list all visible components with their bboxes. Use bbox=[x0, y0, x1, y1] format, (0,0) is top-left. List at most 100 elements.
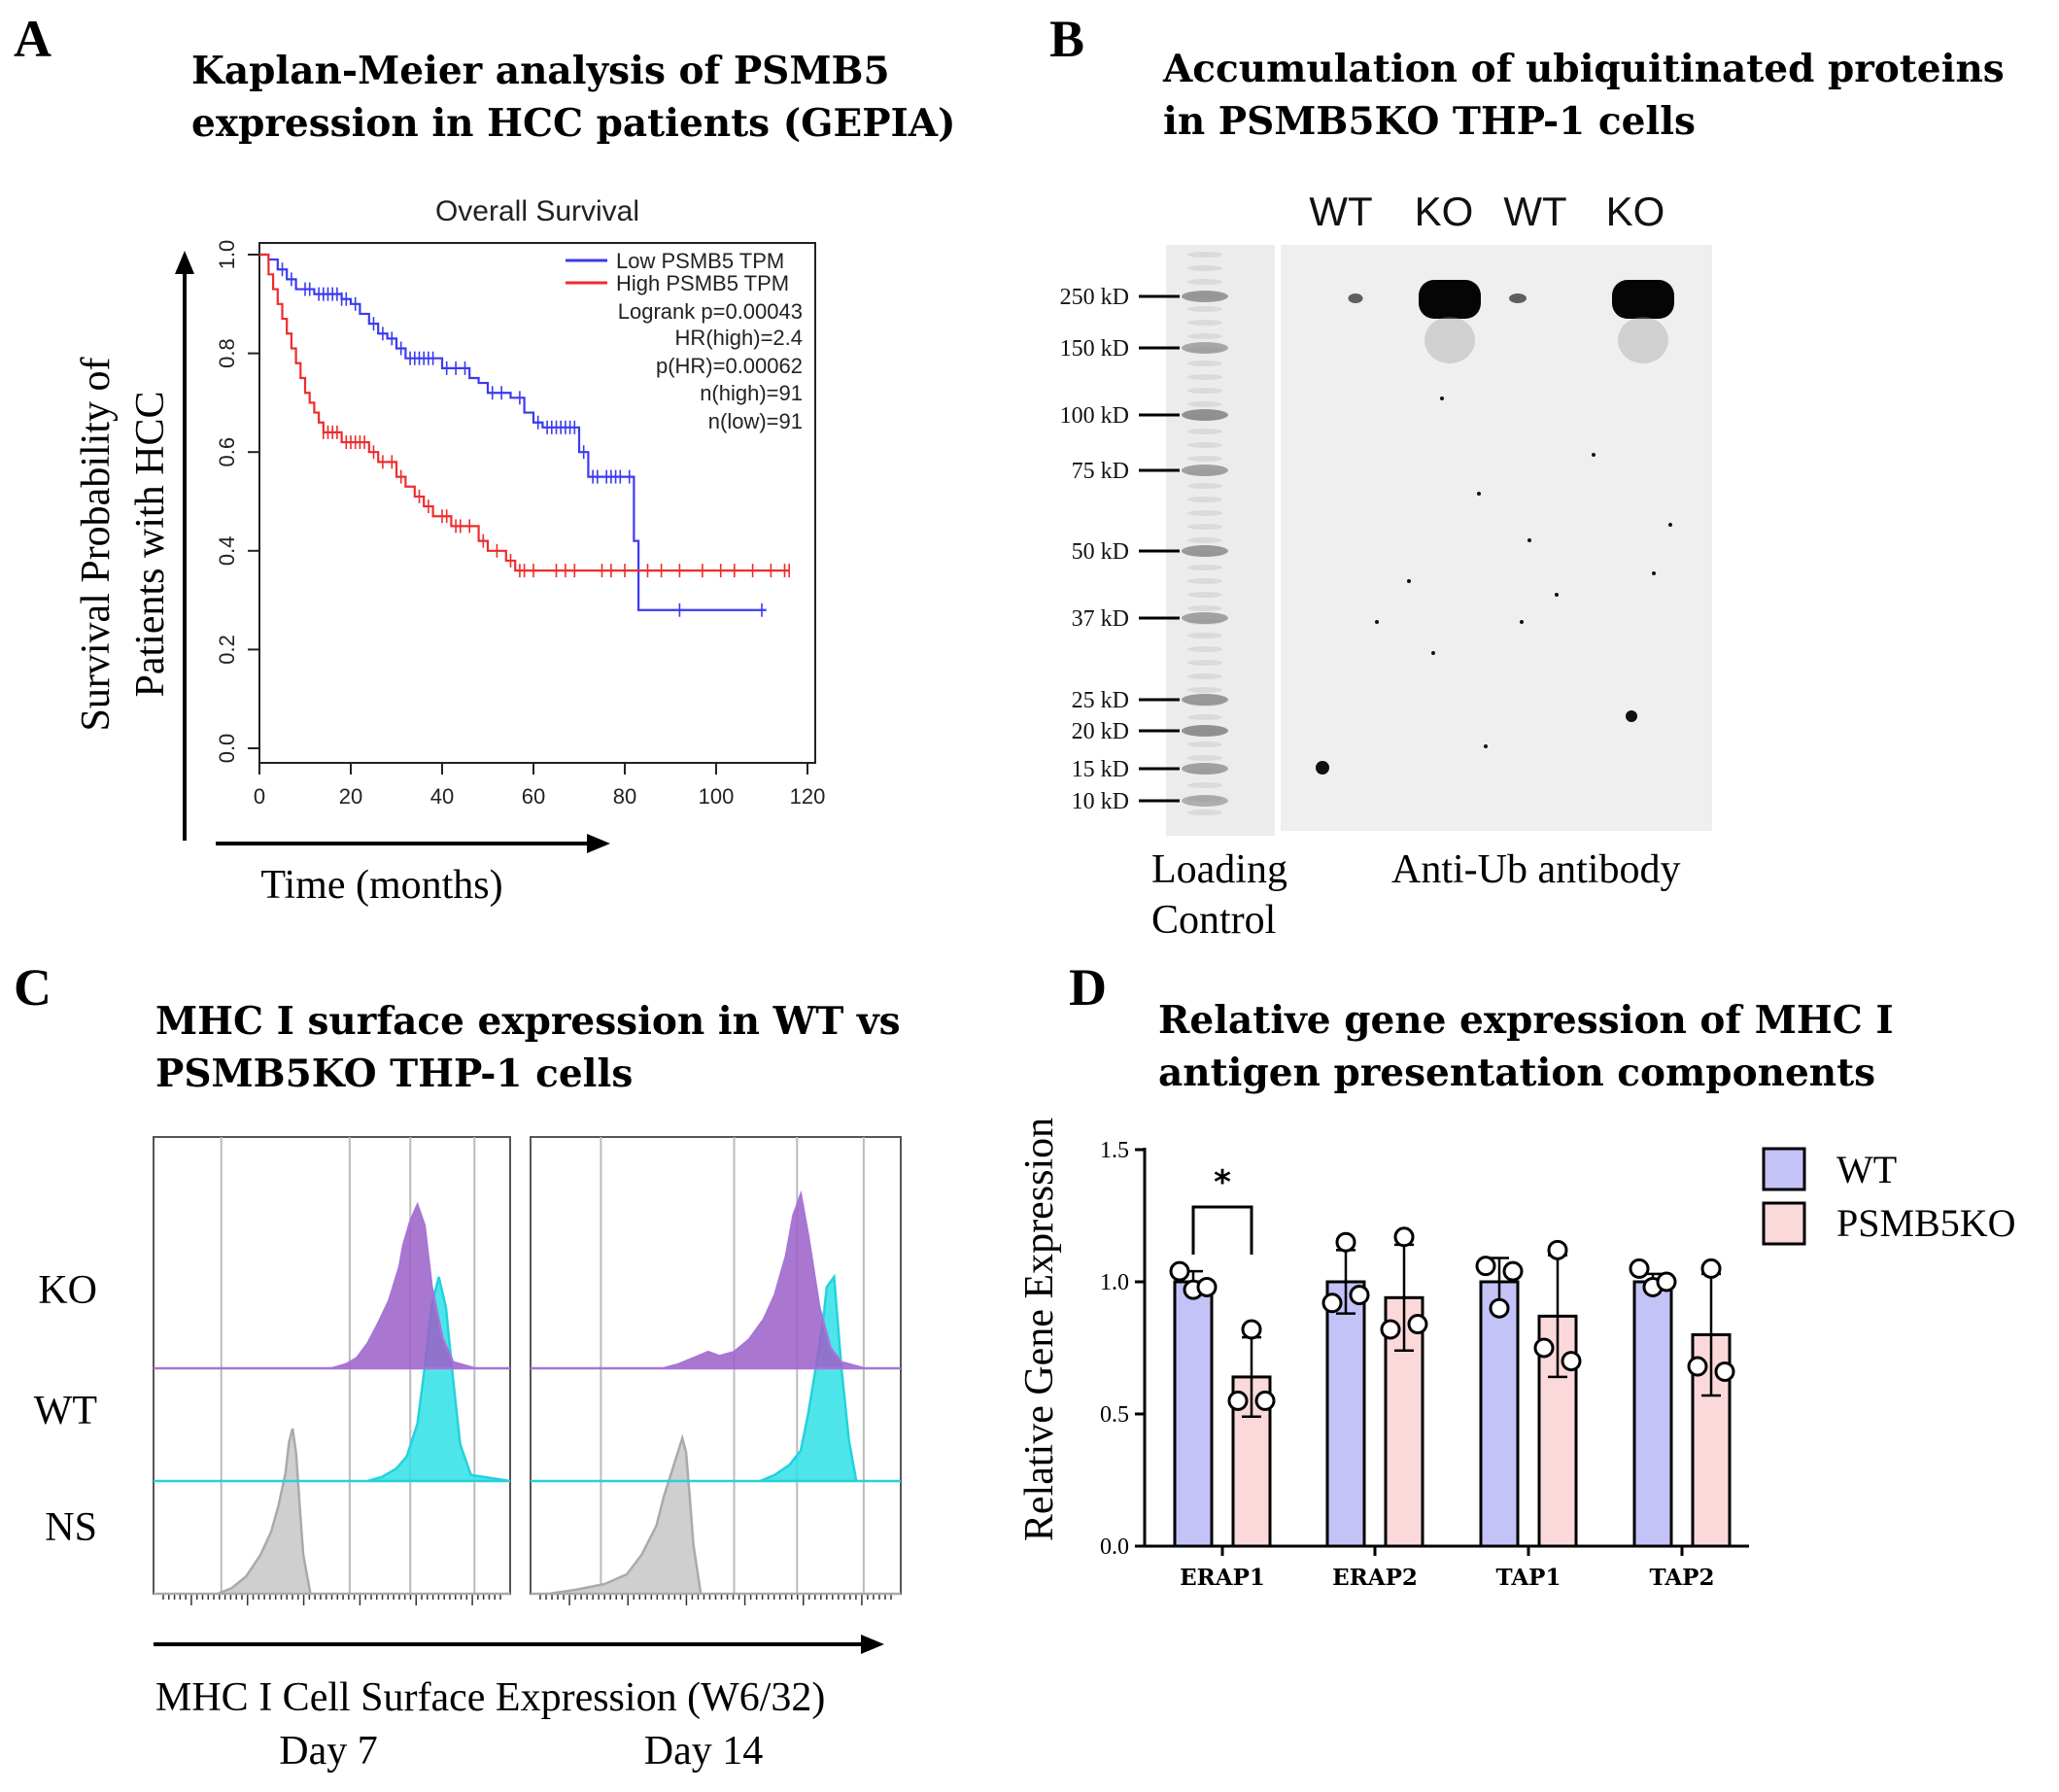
panel-b-title-line2: in PSMB5KO THP-1 cells bbox=[1163, 99, 1696, 144]
ladder-smear bbox=[1187, 633, 1222, 638]
lane-label-ko-1: KO bbox=[1415, 189, 1474, 234]
flow-histogram-ko bbox=[154, 1201, 510, 1370]
ladder-band bbox=[1182, 795, 1228, 807]
km-stat-logrank: Logrank p=0.00043 bbox=[618, 299, 803, 324]
legend-ko-label: PSMB5KO bbox=[1836, 1201, 2016, 1245]
ub-trace-wt bbox=[1509, 293, 1527, 303]
ladder-smear bbox=[1187, 469, 1222, 475]
km-stat-phr: p(HR)=0.00062 bbox=[656, 354, 803, 378]
marker-label: 10 kD bbox=[1072, 789, 1129, 814]
marker-label: 75 kD bbox=[1072, 459, 1129, 484]
replicate-point bbox=[1475, 1256, 1496, 1277]
panel-d: D Relative gene expression of MHC I anti… bbox=[1017, 958, 2016, 1591]
bar-bars bbox=[1173, 1243, 1732, 1548]
blot-speck bbox=[1375, 620, 1379, 624]
replicate-point bbox=[1380, 1319, 1401, 1340]
bar-category-label: ERAP2 bbox=[1332, 1565, 1418, 1591]
blot-speck bbox=[1431, 651, 1435, 655]
bar-y-tick-label: 1.0 bbox=[1100, 1270, 1129, 1295]
km-y-tick-label: 0.6 bbox=[215, 437, 239, 467]
lane-label-wt-2: WT bbox=[1503, 189, 1566, 234]
loading-control-label-line2: Control bbox=[1151, 898, 1276, 943]
ladder-smear bbox=[1187, 333, 1222, 339]
ladder-smear bbox=[1187, 796, 1222, 802]
anti-ub-blot bbox=[1281, 245, 1712, 831]
ladder-smear bbox=[1187, 320, 1222, 326]
legend-ko-swatch bbox=[1762, 1201, 1806, 1246]
km-y-tick-label: 0.2 bbox=[215, 635, 239, 665]
ladder-smear bbox=[1187, 265, 1222, 271]
significance-star: * bbox=[1214, 1163, 1231, 1202]
bar-points bbox=[1169, 1226, 1735, 1411]
flow-xlabel: MHC I Cell Surface Expression (W6/32) bbox=[155, 1675, 825, 1720]
blot-speck bbox=[1555, 593, 1559, 597]
replicate-point bbox=[1241, 1319, 1262, 1340]
ladder-smear bbox=[1187, 293, 1222, 298]
replicate-point bbox=[1547, 1239, 1568, 1260]
ladder-smear bbox=[1187, 442, 1222, 448]
panel-b-title-line1: Accumulation of ubiquitinated proteins bbox=[1162, 47, 2005, 91]
ladder-smear bbox=[1187, 782, 1222, 788]
panel-a: A Kaplan-Meier analysis of PSMB5 express… bbox=[14, 10, 955, 908]
km-x-tick-label: 80 bbox=[613, 784, 636, 809]
ladder-smear bbox=[1187, 306, 1222, 312]
panel-a-title-line2: expression in HCC patients (GEPIA) bbox=[191, 101, 955, 146]
lane-label-wt-1: WT bbox=[1309, 189, 1372, 234]
flow-row-label-wt: WT bbox=[34, 1389, 97, 1433]
km-stat-nlow: n(low)=91 bbox=[708, 409, 803, 433]
panel-c-title-line1: MHC I surface expression in WT vs bbox=[155, 999, 901, 1044]
replicate-point bbox=[1169, 1260, 1190, 1282]
panel-a-title-line1: Kaplan-Meier analysis of PSMB5 bbox=[191, 49, 890, 93]
flow-plot-day7 bbox=[153, 1136, 511, 1605]
marker-labels: 250 kD 150 kD 100 kD 75 kD 50 kD 37 kD 25 kD 20… bbox=[1060, 285, 1180, 814]
ladder-smear bbox=[1187, 619, 1222, 625]
ladder-smear bbox=[1187, 497, 1222, 502]
ladder-band bbox=[1182, 545, 1228, 557]
replicate-point bbox=[1254, 1390, 1276, 1411]
ladder-smear bbox=[1187, 429, 1222, 434]
ladder-smear bbox=[1187, 660, 1222, 666]
ladder-smear bbox=[1187, 374, 1222, 380]
bar-wt bbox=[1479, 1280, 1520, 1548]
km-x-tick-label: 100 bbox=[699, 784, 735, 809]
marker-label: 100 kD bbox=[1060, 403, 1129, 429]
bar-wt bbox=[1325, 1280, 1366, 1548]
flow-row-label-ko: KO bbox=[38, 1268, 97, 1313]
ub-band-ko bbox=[1612, 280, 1674, 319]
bar-wt bbox=[1173, 1280, 1214, 1548]
ladder-smear bbox=[1187, 769, 1222, 775]
km-x-tick-label: 20 bbox=[339, 784, 362, 809]
panel-d-letter: D bbox=[1069, 958, 1107, 1017]
bar-category-label: ERAP1 bbox=[1180, 1565, 1265, 1591]
ladder-smear bbox=[1187, 755, 1222, 761]
marker-label: 25 kD bbox=[1072, 688, 1129, 713]
bar-legend: WT PSMB5KO bbox=[1762, 1147, 2016, 1246]
marker-label: 250 kD bbox=[1060, 285, 1129, 310]
marker-label: 15 kD bbox=[1072, 757, 1129, 782]
flow-day14-label: Day 14 bbox=[644, 1729, 763, 1774]
km-plot-frame bbox=[258, 242, 816, 764]
km-x-tick-label: 40 bbox=[430, 784, 454, 809]
ladder-smear bbox=[1187, 524, 1222, 530]
flow-histogram-ko bbox=[531, 1189, 901, 1370]
panel-d-title-line1: Relative gene expression of MHC I bbox=[1158, 998, 1894, 1043]
ladder-smear bbox=[1187, 252, 1222, 258]
ladder-smear bbox=[1187, 714, 1222, 720]
blot-speck bbox=[1652, 571, 1656, 575]
km-ylabel-line2: Patients with HCC bbox=[128, 391, 173, 697]
panel-b: B Accumulation of ubiquitinated proteins… bbox=[1049, 10, 2005, 943]
replicate-point bbox=[1656, 1271, 1677, 1292]
km-y-tick-label: 0.0 bbox=[215, 734, 239, 764]
km-legend-low-label: Low PSMB5 TPM bbox=[616, 249, 784, 273]
km-y-tick-label: 0.8 bbox=[215, 338, 239, 368]
replicate-point bbox=[1227, 1390, 1249, 1411]
ladder-smear bbox=[1187, 592, 1222, 598]
ladder-smear bbox=[1187, 810, 1222, 815]
replicate-point bbox=[1629, 1258, 1650, 1279]
km-x-tick-label: 120 bbox=[790, 784, 826, 809]
blot-speck bbox=[1477, 492, 1481, 496]
marker-label: 20 kD bbox=[1072, 719, 1129, 744]
km-xlabel: Time (months) bbox=[260, 863, 502, 908]
ladder-smear bbox=[1187, 687, 1222, 693]
